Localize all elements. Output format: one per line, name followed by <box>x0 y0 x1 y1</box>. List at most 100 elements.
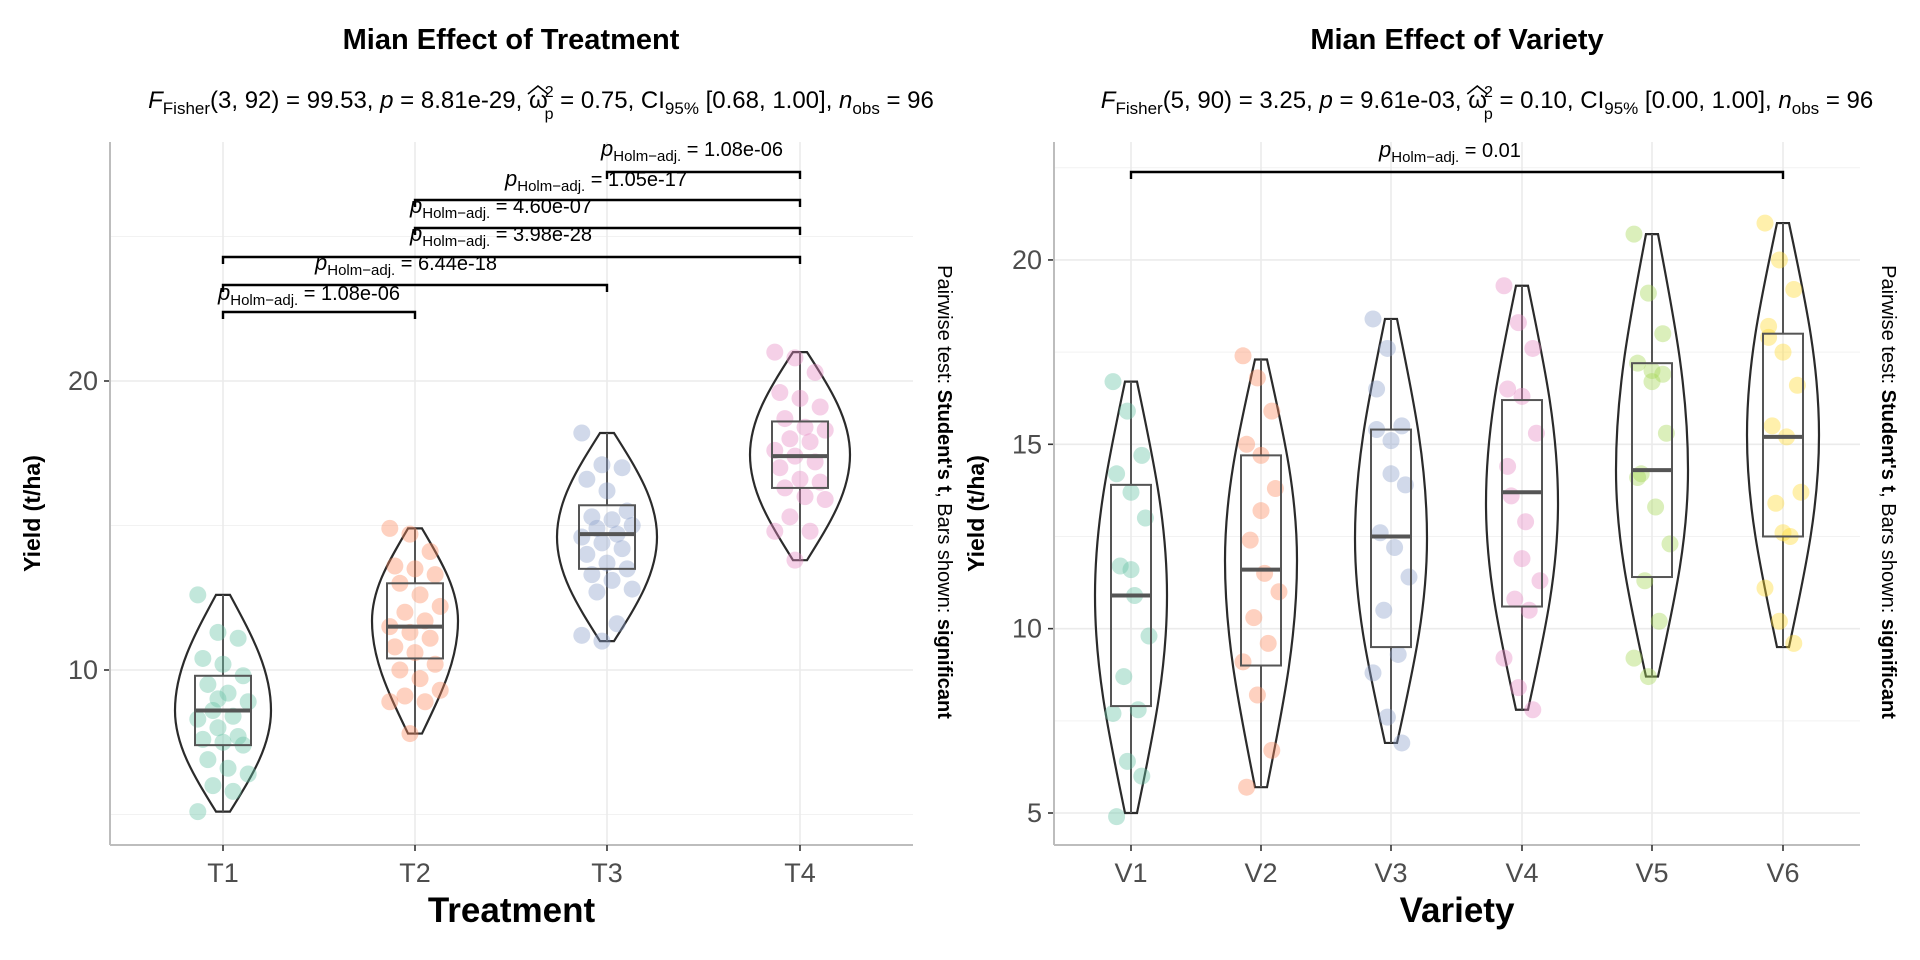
pairwise-label: pHolm−adj. = 3.98e-28 <box>409 221 592 250</box>
data-point <box>381 693 399 711</box>
ci-value: [0.00, 1.00], <box>1638 87 1778 114</box>
violin-v4 <box>1484 284 1560 711</box>
n-value: = 96 <box>880 87 934 114</box>
pairwise-p: p <box>1378 137 1391 162</box>
caption-test: Student's t <box>1877 390 1899 493</box>
data-point <box>204 777 222 795</box>
category-group-v1 <box>1093 373 1169 826</box>
pairwise-label: pHolm−adj. = 6.44e-18 <box>314 250 497 279</box>
pairwise-value: = 6.44e-18 <box>395 253 497 275</box>
data-point <box>1104 373 1122 391</box>
data-point <box>1133 767 1151 785</box>
data-point <box>613 540 631 558</box>
data-point <box>224 782 242 800</box>
data-point <box>1238 435 1256 453</box>
data-point <box>189 586 207 604</box>
data-point <box>583 566 601 584</box>
data-point <box>786 349 804 367</box>
data-point <box>411 670 429 688</box>
pairwise-label: pHolm−adj. = 4.60e-07 <box>409 193 592 222</box>
data-point <box>416 693 434 711</box>
data-point <box>623 580 641 598</box>
data-point <box>426 655 444 673</box>
data-point <box>1654 325 1672 343</box>
data-point <box>623 517 641 534</box>
violin-v2 <box>1223 358 1299 789</box>
data-point <box>431 597 449 615</box>
data-point <box>796 418 814 436</box>
data-point <box>1378 339 1396 357</box>
data-point <box>1140 627 1158 645</box>
stat-subscript: Fisher <box>1115 99 1163 118</box>
data-point <box>1382 432 1400 450</box>
data-point <box>426 566 444 584</box>
violin-t3 <box>555 431 659 643</box>
data-point <box>578 470 596 488</box>
data-point <box>1495 277 1513 295</box>
data-point <box>1364 310 1382 328</box>
data-point <box>239 765 257 783</box>
y-axis-title: Yield (t/ha) <box>963 455 989 572</box>
pairwise-p: p <box>217 280 230 305</box>
caption-prefix: Pairwise test: <box>933 265 955 389</box>
data-point <box>1248 369 1266 387</box>
data-point <box>573 424 591 442</box>
pairwise-value: = 4.60e-07 <box>490 196 592 218</box>
effsize-superscript: 2 <box>1484 84 1493 101</box>
data-point <box>1252 502 1270 520</box>
data-point <box>613 459 631 477</box>
box-t3 <box>578 504 636 570</box>
data-point <box>209 690 227 708</box>
pairwise-subscript: Holm−adj. <box>517 178 585 195</box>
data-point <box>771 459 789 477</box>
data-point <box>796 488 814 506</box>
violin-v5 <box>1614 233 1690 678</box>
data-point <box>1108 465 1126 483</box>
violin-t1 <box>173 593 273 813</box>
pairwise-value: = 0.01 <box>1459 140 1521 162</box>
data-point <box>1643 373 1661 391</box>
data-point <box>1788 376 1806 394</box>
data-point <box>1270 583 1288 601</box>
y-tick-label: 5 <box>1027 798 1042 828</box>
data-point <box>1517 513 1535 531</box>
pairwise-subscript: Holm−adj. <box>1391 149 1459 166</box>
x-tick-label: T1 <box>207 858 239 888</box>
data-point <box>578 545 596 563</box>
data-point <box>791 470 809 488</box>
data-point <box>1234 347 1252 365</box>
pairwise-bracket <box>1129 170 1785 179</box>
violin-t2 <box>370 527 460 735</box>
data-point <box>1378 708 1396 726</box>
category-group-v6 <box>1745 214 1821 652</box>
data-point <box>1639 668 1657 686</box>
caption-prefix: Pairwise test: <box>1877 265 1899 389</box>
data-point <box>1108 808 1126 826</box>
effsize-subscript: p <box>545 106 554 123</box>
data-point <box>1509 314 1527 332</box>
data-point <box>1767 494 1785 512</box>
category-group-v2 <box>1223 347 1299 796</box>
data-point <box>1524 339 1542 357</box>
data-point <box>219 759 237 777</box>
data-point <box>573 528 591 546</box>
data-point <box>1396 476 1414 494</box>
effsize-value: = 0.75, <box>554 87 641 114</box>
data-point <box>381 519 399 537</box>
caption-middle: , Bars shown: <box>1877 492 1899 619</box>
data-point <box>1118 402 1136 420</box>
data-point <box>1256 564 1274 582</box>
hat-accent <box>527 85 549 95</box>
data-point <box>1133 446 1151 464</box>
pairwise-subscript: Holm−adj. <box>327 262 395 279</box>
data-point <box>598 554 616 572</box>
stat-value: = 99.53, <box>279 87 380 114</box>
pairwise-value: = 1.08e-06 <box>681 139 783 161</box>
data-point <box>766 343 784 361</box>
violin-v6 <box>1745 221 1821 649</box>
data-point <box>401 725 419 743</box>
effsize-symbol: ω <box>1468 87 1487 114</box>
pairwise-bracket <box>221 283 609 292</box>
panel-treatment: Mian Effect of Treatment FFisher(3, 92) =… <box>19 24 955 930</box>
category-group-t1 <box>173 586 273 821</box>
